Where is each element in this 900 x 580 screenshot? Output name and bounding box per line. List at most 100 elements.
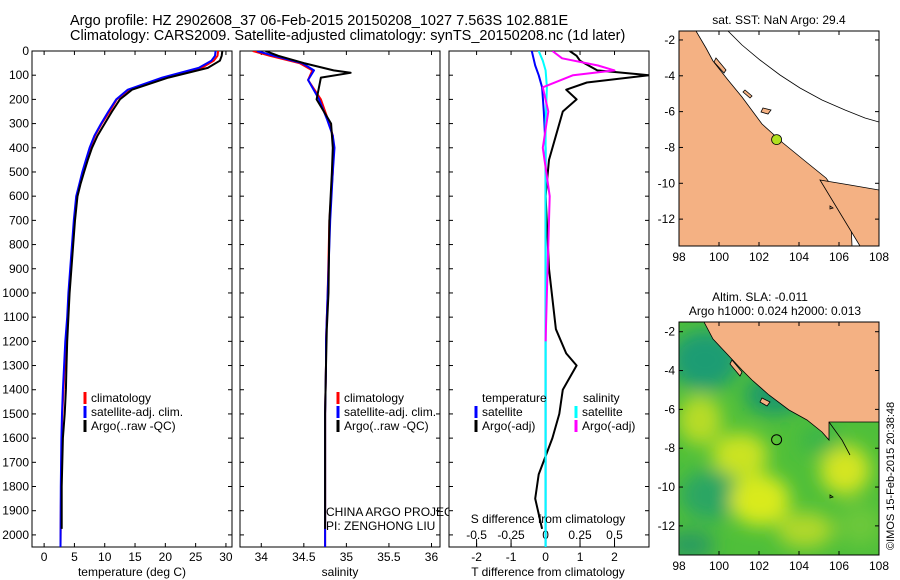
temperature-panel: 0100200300400500600700800900100011001200… [2,44,233,579]
sla-field [679,322,879,555]
series-line-3 [60,51,224,529]
x-tick-label: 20 [159,550,173,564]
lon-tick-label: 98 [672,559,686,573]
lat-tick-label: -12 [658,519,676,533]
difference-panel: -2 -1 0 1 2 -0.5 -0.25 0 0.25 0.5 temperature sal… [448,50,650,579]
x-tick-label: -2 [471,550,482,564]
legend-label: climatology [91,391,151,405]
depth-axis: 0 100 200 300 400 500 600 700 800 900 1000 1100 1200… [2,44,232,542]
lat-tick-label: -4 [664,69,675,83]
x-tick-label: 36 [425,550,439,564]
x-tick-label: 5 [71,550,78,564]
lon-tick-label: 98 [672,250,686,264]
depth-tick-label: 1200 [2,334,29,348]
figure-title-line2: Climatology: CARS2009. Satellite-adjuste… [70,28,626,44]
lon-tick-label: 102 [749,250,769,264]
sst-map-land [679,31,879,246]
mentawai-islands [713,57,772,115]
project-annotation-line2: PI: ZENGHONG LIU [326,519,435,533]
depth-tick-label: 700 [9,213,29,227]
series-line-4 [541,51,616,342]
legend-label: satellite [482,405,523,419]
lon-tick-label: 100 [709,559,729,573]
lon-tick-label: 104 [789,250,809,264]
s-diff-tick-label: 0.5 [606,528,623,542]
sumatra-land [679,31,853,246]
lat-tick-label: -10 [658,480,676,494]
lon-tick-label: 104 [789,559,809,573]
legend-label: climatology [344,391,404,405]
legend-title-salinity: salinity [583,391,620,405]
depth-tick-label: 600 [9,189,29,203]
x-tick-label: 34 [255,550,269,564]
x-tick-label: 2 [611,550,618,564]
sst-map-title: sat. SST: NaN Argo: 29.4 [712,13,846,27]
difference-depth-ticks [449,50,649,536]
argo-float-marker [771,134,782,146]
lat-tick-label: -10 [658,176,676,190]
lat-tick-label: -6 [664,105,675,119]
lon-tick-label: 106 [829,559,849,573]
x-tick-label: -1 [506,550,517,564]
s-diff-tick-label: 0.25 [568,528,592,542]
difference-xlabel: T difference from climatology [471,565,625,579]
x-tick-label: 35.5 [377,550,401,564]
project-annotation-line1: CHINA ARGO PROJECT [326,505,461,519]
x-tick-label: 10 [98,550,112,564]
series-line-3 [265,51,352,529]
figure-title-line1: Argo profile: HZ 2902608_37 06-Feb-2015 … [70,13,569,29]
depth-tick-label: 0 [22,44,29,58]
difference-top-xlabel: S difference from climatology [471,512,626,526]
x-tick-label: 0 [41,550,48,564]
sla-map-title-line1: Altim. SLA: -0.011 [712,290,808,304]
temperature-xlabel: temperature (deg C) [78,565,186,579]
temperature-x-axis: 0 5 10 15 20 25 30 [41,51,233,564]
sst-map-panel: sat. SST: NaN Argo: 29.4 98 100 102 104 106 1… [658,13,890,264]
sst-coastline-east [727,31,879,123]
legend-label: satellite [582,405,623,419]
depth-tick-label: 400 [9,141,29,155]
salinity-x-axis: 34 34.5 35 35.5 36 [255,51,439,564]
lon-tick-label: 100 [709,250,729,264]
legend-label: satellite-adj. clim. [344,405,436,419]
temperature-axes-box [31,50,233,548]
imos-timestamp: ©IMOS 15-Feb-2015 20:38:48 [885,402,897,550]
lon-tick-label: 108 [869,250,889,264]
x-tick-label: 15 [128,550,142,564]
depth-tick-label: 800 [9,238,29,252]
lon-tick-label: 102 [749,559,769,573]
depth-tick-label: 500 [9,165,29,179]
depth-tick-label: 900 [9,262,29,276]
sla-map-title-line2: Argo h1000: 0.024 h2000: 0.013 [689,304,861,318]
salinity-lines [252,51,352,547]
lat-tick-label: -2 [664,325,675,339]
salinity-depth-ticks [240,50,440,536]
sla-coastline [828,421,851,456]
series-line-2 [59,51,217,547]
depth-tick-label: 1800 [2,480,29,494]
lat-tick-label: -8 [664,140,675,154]
sla-map-frame [678,321,880,556]
difference-legend: temperature salinitysatelliteArgo(-adj)sa… [474,391,635,433]
sla-mentawai-islands [729,359,771,407]
salinity-xlabel: salinity [322,565,359,579]
legend-label: Argo(..raw -QC) [344,419,429,433]
depth-tick-label: 1100 [3,310,29,324]
lat-tick-label: -8 [664,441,675,455]
depth-tick-label: 1500 [2,407,29,421]
difference-axes-box [448,50,650,548]
sla-map-panel: Altim. SLA: -0.011 Argo h1000: 0.024 h20… [658,290,890,573]
argo-float-marker [771,434,783,446]
legend-label: Argo(..raw -QC) [91,419,176,433]
sla-sumatra-land [686,322,879,442]
x-tick-label: 30 [219,550,233,564]
x-tick-label: 35 [340,550,354,564]
lat-tick-label: -4 [664,364,675,378]
legend-label: Argo(-adj) [582,419,635,433]
lon-tick-label: 106 [829,250,849,264]
x-tick-label: 0 [542,550,549,564]
salinity-panel: 34 34.5 35 35.5 36 climatologysatellite-adj.… [239,50,461,579]
depth-tick-label: 1700 [2,455,29,469]
